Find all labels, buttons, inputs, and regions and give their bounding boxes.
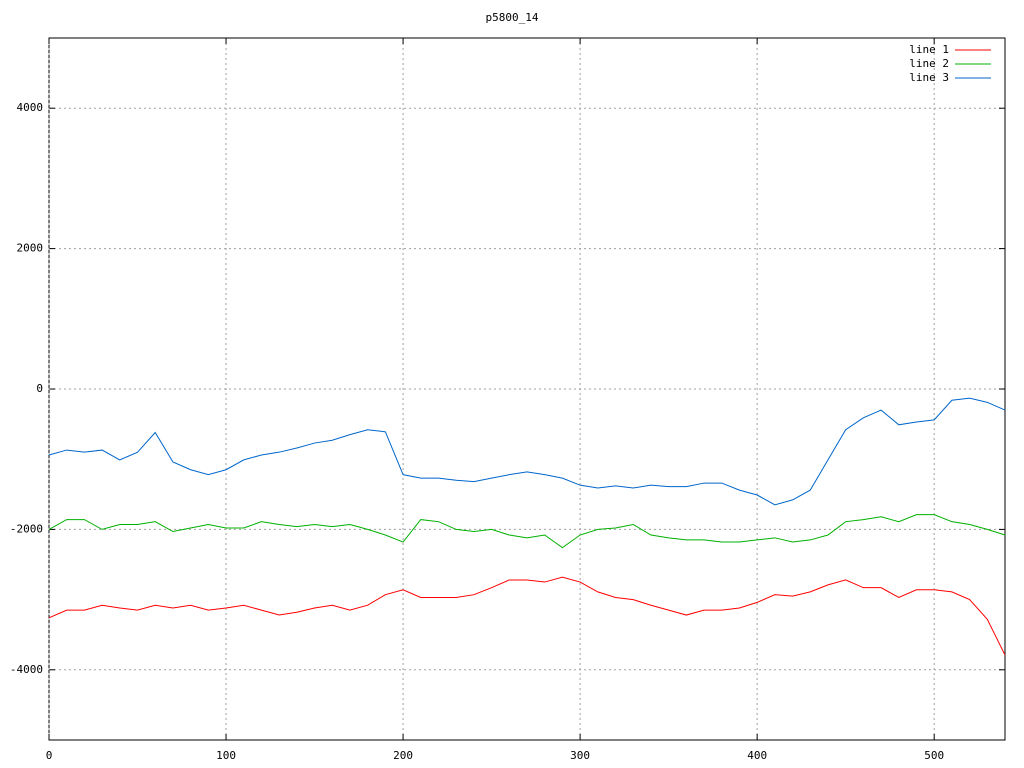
legend-label: line 3 — [909, 71, 949, 84]
x-tick-label: 0 — [46, 749, 53, 762]
y-tick-label: 2000 — [17, 242, 44, 255]
x-tick-label: 200 — [393, 749, 413, 762]
series-line — [48, 397, 1006, 506]
chart-title: p5800_14 — [486, 11, 539, 24]
y-tick-label: -4000 — [10, 663, 43, 676]
series-line — [48, 576, 1006, 656]
x-tick-label: 500 — [924, 749, 944, 762]
x-tick-label: 100 — [216, 749, 236, 762]
y-tick-label: -2000 — [10, 522, 43, 535]
y-tick-label: 4000 — [17, 101, 44, 114]
plot-frame — [48, 37, 1006, 741]
x-tick-label: 400 — [747, 749, 767, 762]
series-line — [48, 514, 1006, 549]
x-tick-label: 300 — [570, 749, 590, 762]
y-tick-label: 0 — [36, 382, 43, 395]
legend-label: line 1 — [909, 43, 949, 56]
legend-label: line 2 — [909, 57, 949, 70]
